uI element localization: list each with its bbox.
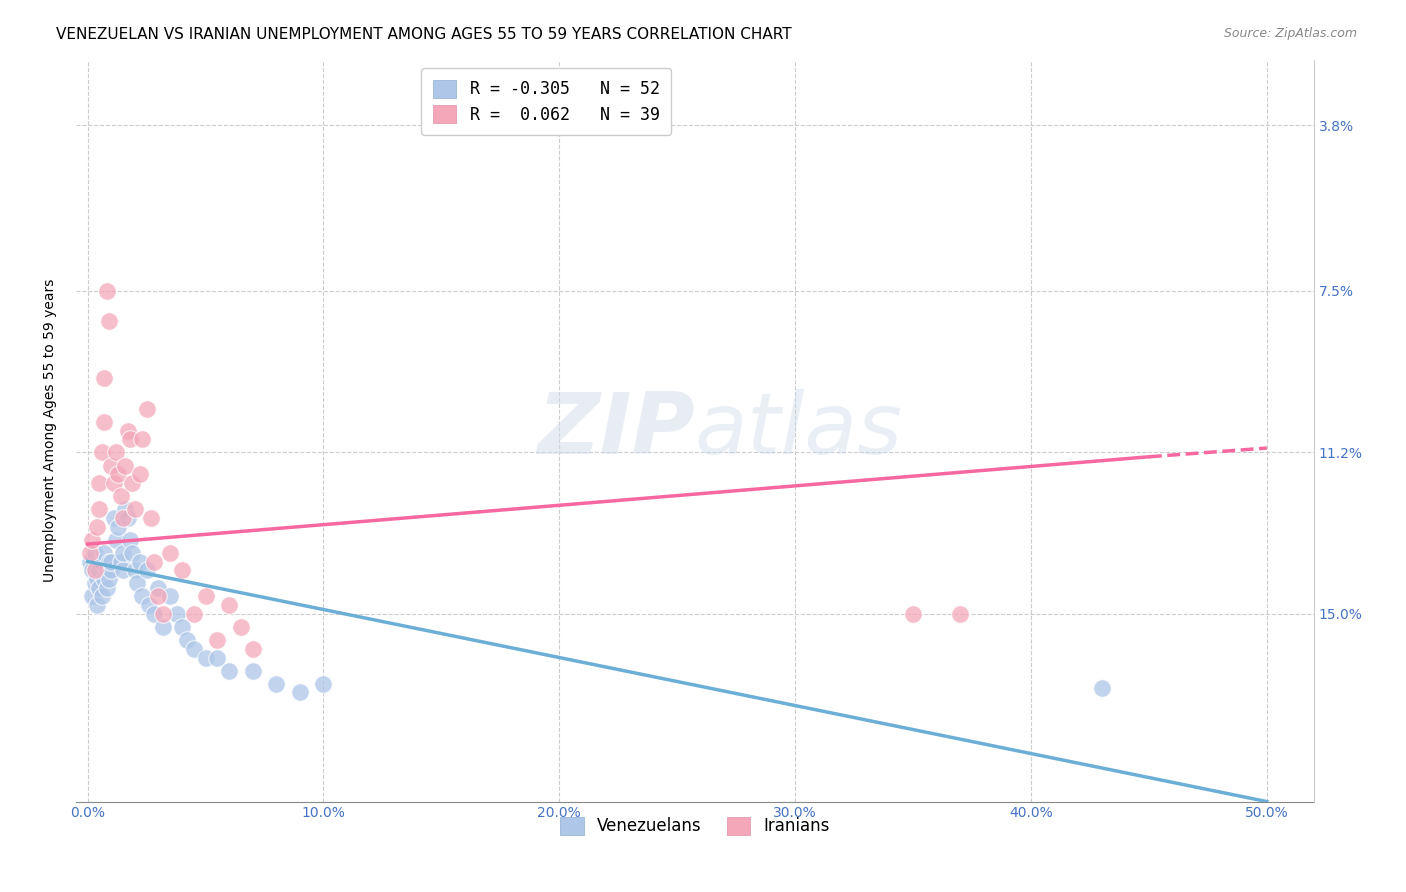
Point	[131, 590, 153, 604]
Point	[288, 685, 311, 699]
Point	[148, 581, 170, 595]
Point	[96, 284, 118, 298]
Point	[104, 445, 127, 459]
Point	[127, 576, 149, 591]
Point	[90, 445, 112, 459]
Point	[131, 433, 153, 447]
Point	[114, 458, 136, 473]
Point	[148, 590, 170, 604]
Point	[97, 555, 120, 569]
Point	[79, 546, 101, 560]
Point	[89, 581, 111, 595]
Point	[89, 563, 111, 577]
Point	[170, 620, 193, 634]
Legend: Venezuelans, Iranians: Venezuelans, Iranians	[550, 806, 839, 846]
Point	[93, 415, 115, 429]
Point	[266, 677, 288, 691]
Point	[242, 664, 264, 678]
Point	[176, 633, 198, 648]
Point	[86, 572, 108, 586]
Point	[183, 641, 205, 656]
Point	[100, 563, 122, 577]
Text: ZIP: ZIP	[537, 389, 695, 472]
Point	[207, 633, 229, 648]
Point	[110, 555, 132, 569]
Point	[104, 533, 127, 547]
Point	[107, 519, 129, 533]
Point	[949, 607, 972, 621]
Point	[100, 458, 122, 473]
Point	[312, 677, 335, 691]
Point	[82, 590, 104, 604]
Point	[183, 607, 205, 621]
Point	[79, 555, 101, 569]
Point	[100, 555, 122, 569]
Point	[82, 533, 104, 547]
Point	[166, 607, 188, 621]
Point	[170, 563, 193, 577]
Point	[117, 511, 139, 525]
Point	[112, 546, 135, 560]
Point	[86, 519, 108, 533]
Text: atlas: atlas	[695, 389, 903, 472]
Point	[124, 563, 146, 577]
Point	[121, 475, 143, 490]
Point	[89, 475, 111, 490]
Point	[93, 371, 115, 385]
Point	[110, 489, 132, 503]
Point	[90, 590, 112, 604]
Point	[89, 555, 111, 569]
Point	[112, 511, 135, 525]
Point	[97, 314, 120, 328]
Point	[128, 555, 150, 569]
Point	[1091, 681, 1114, 695]
Point	[97, 572, 120, 586]
Point	[194, 590, 217, 604]
Point	[142, 607, 165, 621]
Point	[901, 607, 924, 621]
Point	[135, 563, 157, 577]
Point	[90, 555, 112, 569]
Point	[117, 424, 139, 438]
Point	[135, 401, 157, 416]
Point	[152, 620, 174, 634]
Point	[207, 650, 229, 665]
Point	[93, 546, 115, 560]
Point	[83, 576, 105, 591]
Text: Source: ZipAtlas.com: Source: ZipAtlas.com	[1223, 27, 1357, 40]
Point	[120, 433, 142, 447]
Y-axis label: Unemployment Among Ages 55 to 59 years: Unemployment Among Ages 55 to 59 years	[44, 279, 58, 582]
Point	[83, 563, 105, 577]
Point	[141, 511, 163, 525]
Point	[218, 598, 240, 612]
Point	[218, 664, 240, 678]
Point	[128, 467, 150, 482]
Point	[121, 546, 143, 560]
Point	[83, 546, 105, 560]
Point	[194, 650, 217, 665]
Point	[142, 555, 165, 569]
Point	[103, 475, 125, 490]
Point	[82, 563, 104, 577]
Point	[242, 641, 264, 656]
Point	[96, 581, 118, 595]
Point	[89, 502, 111, 516]
Point	[114, 502, 136, 516]
Text: VENEZUELAN VS IRANIAN UNEMPLOYMENT AMONG AGES 55 TO 59 YEARS CORRELATION CHART: VENEZUELAN VS IRANIAN UNEMPLOYMENT AMONG…	[56, 27, 792, 42]
Point	[86, 598, 108, 612]
Point	[93, 572, 115, 586]
Point	[159, 590, 181, 604]
Point	[152, 607, 174, 621]
Point	[120, 533, 142, 547]
Point	[112, 563, 135, 577]
Point	[124, 502, 146, 516]
Point	[107, 467, 129, 482]
Point	[159, 546, 181, 560]
Point	[103, 511, 125, 525]
Point	[229, 620, 252, 634]
Point	[96, 563, 118, 577]
Point	[138, 598, 160, 612]
